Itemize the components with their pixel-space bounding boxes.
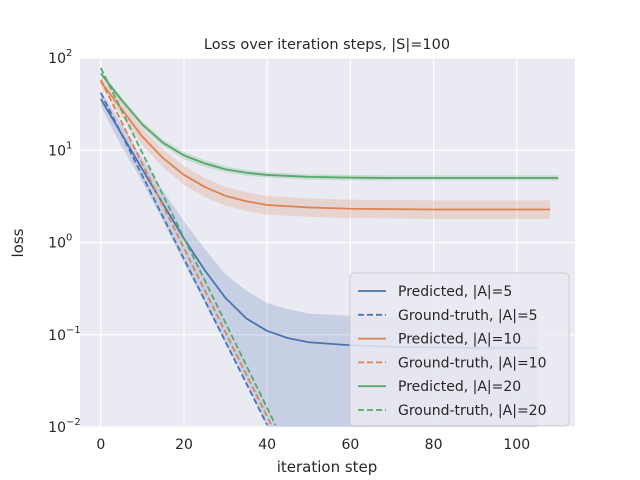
chart-title: Loss over iteration steps, |S|=100: [204, 37, 450, 53]
legend-label-2: Ground-truth, |A|=5: [398, 308, 538, 324]
y-tick-label: 10: [48, 51, 66, 67]
series-line-5: [100, 72, 559, 179]
y-tick-exponent: −1: [66, 325, 81, 336]
series-line-4: [99, 79, 273, 426]
y-axis-label: loss: [9, 228, 27, 257]
y-tick-exponent: −2: [66, 417, 81, 428]
y-tick-label: 10: [48, 328, 66, 344]
legend-box: [349, 272, 570, 427]
confidence-band-3: [100, 77, 551, 219]
legend-label-3: Predicted, |A|=10: [398, 332, 521, 348]
x-axis-label: iteration step: [277, 458, 378, 476]
series-line-2: [99, 92, 268, 426]
x-tick-label: 100: [503, 437, 530, 453]
y-tick-exponent: 0: [66, 233, 72, 244]
legend-label-4: Ground-truth, |A|=10: [398, 355, 546, 371]
legend-label-1: Predicted, |A|=5: [398, 284, 512, 300]
x-tick-label: 20: [175, 437, 193, 453]
legend-label-6: Ground-truth, |A|=20: [398, 403, 546, 419]
x-tick-label: 0: [96, 437, 105, 453]
x-tick-label: 40: [258, 437, 276, 453]
grid-lines: [80, 57, 575, 428]
x-tick-label: 80: [425, 437, 443, 453]
y-tick-label: 10: [48, 236, 66, 252]
y-tick-label: 10: [48, 143, 66, 159]
series-line-3: [100, 81, 551, 211]
series-line-6: [99, 67, 277, 426]
y-tick-label: 10: [48, 420, 66, 436]
legend-label-5: Predicted, |A|=20: [398, 379, 521, 395]
y-tick-exponent: 2: [66, 48, 72, 59]
x-tick-labels: 0 20 40 60 80 100: [96, 437, 530, 453]
x-tick-label: 60: [341, 437, 359, 453]
y-tick-exponent: 1: [66, 140, 72, 151]
legend: Predicted, |A|=5 Ground-truth, |A|=5 Predi…: [349, 272, 570, 427]
